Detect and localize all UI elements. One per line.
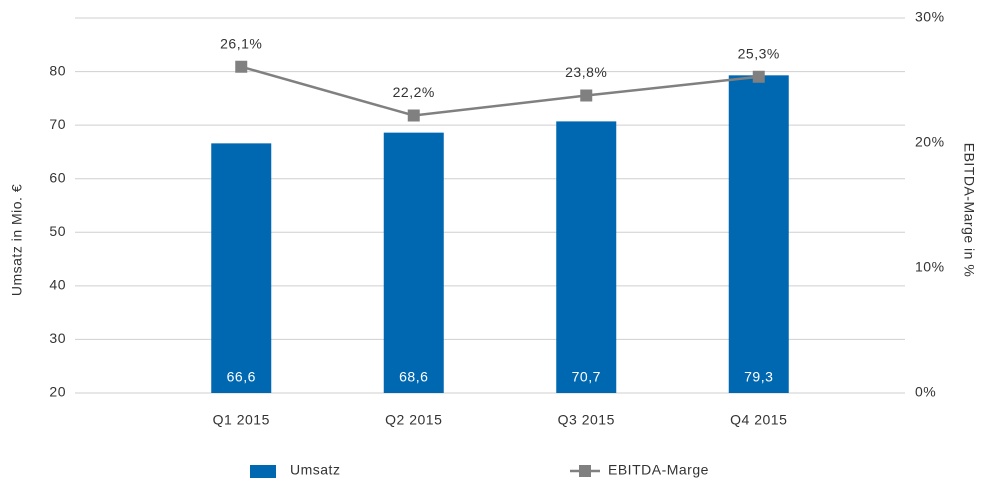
bar-value-label: 70,7 (572, 369, 601, 385)
y-tick-label: 80 (49, 62, 66, 78)
legend-label: EBITDA-Marge (608, 462, 709, 478)
line-marker (580, 89, 593, 102)
line-value-label: 23,8% (565, 64, 607, 80)
x-tick-label: Q1 2015 (213, 412, 270, 428)
y2-tick-label: 30% (915, 9, 945, 25)
y-tick-label: 30 (49, 330, 66, 346)
y-tick-label: 70 (49, 116, 66, 132)
y-tick-label: 40 (49, 277, 66, 293)
y2-tick-label: 20% (915, 134, 945, 150)
y2-tick-label: 0% (915, 384, 936, 400)
line-value-label: 22,2% (393, 84, 435, 100)
line-value-label: 25,3% (738, 45, 780, 61)
line-marker (407, 109, 420, 122)
bar-value-label: 79,3 (744, 369, 773, 385)
legend-label: Umsatz (290, 462, 340, 478)
bar (728, 75, 789, 394)
y-tick-label: 20 (49, 384, 66, 400)
y-axis-label: Umsatz in Mio. € (9, 184, 25, 296)
y2-axis-label: EBITDA-Marge in % (961, 143, 977, 278)
bar-value-label: 66,6 (227, 369, 256, 385)
line-marker (752, 70, 765, 83)
x-tick-label: Q3 2015 (558, 412, 615, 428)
line-marker (235, 60, 248, 73)
x-tick-label: Q2 2015 (385, 412, 442, 428)
x-tick-label: Q4 2015 (730, 412, 787, 428)
legend-swatch (250, 465, 276, 478)
bar-value-label: 68,6 (399, 369, 428, 385)
bar (211, 143, 272, 393)
y-tick-label: 50 (49, 223, 66, 239)
bar (383, 132, 444, 393)
y-tick-label: 60 (49, 169, 66, 185)
bar (556, 121, 617, 394)
line-value-label: 26,1% (220, 35, 262, 51)
line (240, 65, 759, 117)
legend-marker (579, 465, 591, 477)
y2-tick-label: 10% (915, 259, 945, 275)
